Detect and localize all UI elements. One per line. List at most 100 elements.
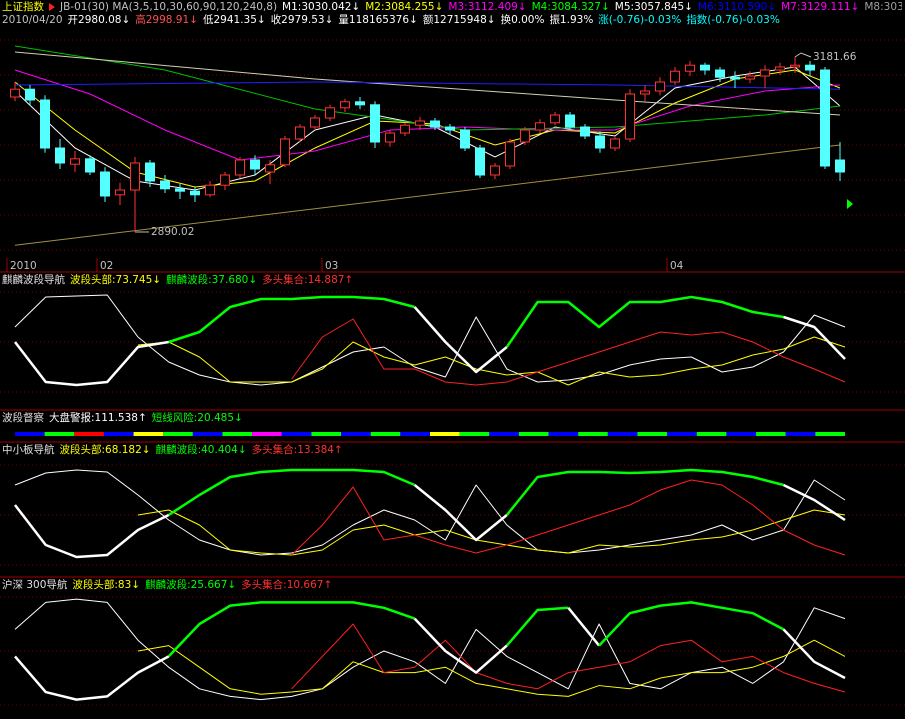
leader-line [794,52,812,58]
candle-body [235,159,245,176]
candle-body [625,93,635,140]
info-text: 开2980.08↓ [67,14,131,26]
strip-cell [607,432,638,436]
strip-cell [400,432,430,436]
panel-title: 麒麟波段导航 [2,274,65,286]
indicator-line [505,468,784,516]
info-text: 上证指数 [2,1,44,13]
strip-cell [163,432,193,436]
info-text: 多头集合:13.384↑ [251,444,343,456]
indicator-line [291,623,846,693]
candle-body [670,70,680,83]
info-text: 2010/04/20 [2,14,63,26]
candle-body [760,69,770,77]
strip-cell [341,432,371,436]
indicator-line [137,509,846,556]
info-text: M3:3112.409↓ [448,1,527,13]
candle-body [400,124,410,134]
strip-cell [103,432,134,436]
candle-body [160,180,170,190]
info-text: 收2979.53↓ [270,14,334,26]
info-text: M7:3129.111↓ [781,1,860,13]
strip-cell [133,432,164,436]
indicator-line [137,639,846,697]
x-tick-label: 2010 [10,260,37,272]
candle-body [10,88,20,98]
panel-title-row: 波段督察 大盘警报:111.538↑ 短线风险:20.485↓ [2,412,902,425]
moving-average [14,51,841,116]
candle-body [430,120,440,128]
strip-cell [548,432,579,436]
moving-average [14,69,841,161]
header-line-1: 上证指数 JB-01(30) MA(3,5,10,30,60,90,120,240… [2,1,902,14]
indicator-line [413,306,508,374]
indicator-line [413,484,508,542]
cursor-arrow [847,199,853,209]
strip-cell [74,432,104,436]
candle-body [685,64,695,72]
strip-cell [459,432,490,436]
indicator-line [14,504,170,559]
info-text: 麒麟波段:25.667↓ [145,579,237,591]
candle-body [295,126,305,140]
indicator-line [505,606,569,647]
candle-body [280,138,290,166]
candle-body [175,188,185,192]
info-text: 短线风险:20.485↓ [151,412,243,424]
indicator-line [14,294,846,386]
panel-title: 沪深 300导航 [2,579,68,591]
panel-title-row: 沪深 300导航 波段头部:83↓ 麒麟波段:25.667↓ 多头集合:10.667↑ [2,579,902,592]
candle-body [550,114,560,124]
indicator-line [14,340,169,387]
strip-cell [430,432,460,436]
panel-title-row: 中小板导航 波段头部:68.182↓ 麒麟波段:40.404↓ 多头集合:13.384… [2,444,902,457]
candle-body [655,81,665,92]
strip-cell [44,432,75,436]
candle-body [25,88,35,101]
info-text: M8:3030 [864,1,902,13]
indicator-line [782,628,846,680]
info-text: 量118165376↓ [338,14,418,26]
menu-arrow[interactable] [49,3,55,11]
info-text: 多头集合:10.667↑ [241,579,333,591]
candle-body [535,122,545,131]
candle-body [805,64,815,71]
candle-body [205,184,215,196]
info-text: 额12715948↓ [422,14,496,26]
info-text: 换0.00% [500,14,545,26]
info-text: 波段头部:68.182↓ [59,444,151,456]
indicator-line [14,598,846,701]
candle-body [460,129,470,149]
candle-body [220,174,230,186]
candle-body [520,129,530,143]
x-tick-label: 02 [100,260,113,272]
candle-body [70,158,80,165]
candle-body [40,99,50,149]
indicator-line [291,479,846,556]
candle-body [85,158,95,173]
strip-cell [667,432,697,436]
indicator-line [168,468,416,517]
candle-body [715,69,725,78]
candle-body [130,162,140,191]
info-text: 振1.93% [549,14,594,26]
candle-body [790,64,800,68]
candle-body [145,162,155,182]
strip-cell [637,432,668,436]
info-text: M5:3057.845↓ [614,1,693,13]
candle-body [835,159,845,173]
candle-body [730,76,740,80]
x-tick-label: 03 [325,260,338,272]
panel-title: 中小板导航 [2,444,55,456]
candle-body [340,101,350,109]
indicator-line [567,607,601,647]
strip-cell [785,432,816,436]
info-text: 麒麟波段:40.404↓ [155,444,247,456]
candle-body [55,147,65,164]
candle-body [595,135,605,149]
indicator-line [782,483,846,522]
candle-body [580,126,590,137]
candle-body [115,189,125,196]
strip-cell [726,432,757,436]
candle-body [355,101,365,106]
